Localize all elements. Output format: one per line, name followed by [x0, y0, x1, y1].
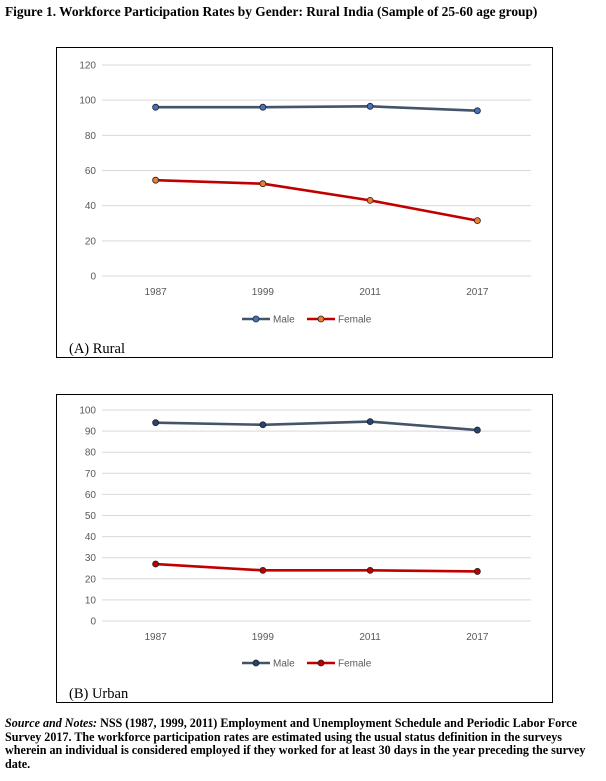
urban-y-tick-label: 10 — [85, 595, 97, 606]
rural-y-tick-label: 60 — [85, 166, 97, 177]
urban-legend-male-marker — [252, 659, 260, 667]
urban-y-tick-label: 0 — [90, 617, 96, 628]
rural-male-point — [366, 102, 374, 110]
rural-female-point — [259, 180, 267, 188]
rural-x-tick-label: 1987 — [145, 287, 168, 298]
rural-female-point — [473, 217, 481, 225]
notes-text: NSS (1987, 1999, 2011) Employment and Un… — [5, 716, 586, 771]
urban-male-point — [152, 419, 160, 427]
urban-y-tick-label: 30 — [85, 553, 97, 564]
rural-female-point — [366, 196, 374, 204]
notes-lead: Source and Notes: — [5, 716, 98, 730]
urban-y-tick-label: 50 — [85, 511, 97, 522]
rural-x-tick-label: 2017 — [466, 287, 489, 298]
rural-male-point — [473, 107, 481, 115]
urban-x-tick-label: 1999 — [252, 632, 275, 643]
rural-male-point — [152, 103, 160, 111]
urban-female-line — [155, 562, 478, 573]
rural-x-tick-label: 2011 — [359, 287, 381, 298]
rural-y-tick-label: 40 — [85, 201, 97, 212]
rural-legend-male-label: Male — [273, 315, 295, 326]
urban-male-point — [473, 426, 481, 434]
urban-y-tick-label: 40 — [85, 532, 97, 543]
urban-female-point — [473, 568, 481, 575]
figure-title: Figure 1. Workforce Participation Rates … — [5, 4, 538, 19]
urban-legend-male-label: Male — [273, 659, 295, 670]
rural-panel-label: (A) Rural — [69, 341, 125, 357]
urban-female-point — [152, 560, 160, 568]
urban-y-tick-label: 70 — [85, 469, 97, 480]
rural-female-point — [152, 176, 160, 184]
urban-male-point — [259, 421, 267, 429]
rural-male-line — [155, 105, 478, 113]
rural-chart-panel: 0 20 40 60 80 100 120 1987 1999 2011 2017 Male Femal… — [56, 47, 553, 358]
rural-legend-female-marker — [317, 315, 325, 323]
urban-y-tick-label: 90 — [85, 427, 97, 438]
rural-y-tick-label: 120 — [79, 61, 96, 72]
urban-x-tick-label: 1987 — [145, 632, 168, 643]
urban-panel-label: (B) Urban — [69, 686, 129, 702]
rural-legend-male-marker — [252, 315, 260, 323]
rural-y-tick-label: 100 — [79, 96, 96, 107]
urban-male-point — [366, 418, 374, 426]
urban-legend-female-label: Female — [338, 659, 372, 670]
rural-y-tick-label: 0 — [90, 272, 96, 283]
urban-male-line — [155, 420, 478, 432]
urban-chart-panel: 0 10 20 30 40 50 60 70 80 90 100 1987 1999 2011 2017 Ma… — [56, 394, 553, 703]
rural-y-tick-label: 20 — [85, 236, 97, 247]
urban-y-tick-label: 80 — [85, 448, 97, 459]
urban-y-tick-label: 60 — [85, 490, 97, 501]
rural-male-point — [259, 103, 267, 111]
urban-x-tick-label: 2011 — [359, 632, 381, 643]
rural-female-line — [155, 178, 478, 222]
rural-legend-female-label: Female — [338, 315, 372, 326]
urban-x-tick-label: 2017 — [466, 632, 489, 643]
source-notes: Source and Notes: NSS (1987, 1999, 2011)… — [5, 716, 603, 771]
urban-female-point — [366, 566, 374, 574]
urban-chart: 0 10 20 30 40 50 60 70 80 90 100 1987 1999 2011 2017 Ma… — [79, 406, 531, 670]
rural-x-tick-label: 1999 — [252, 287, 275, 298]
urban-y-tick-label: 20 — [85, 574, 97, 585]
urban-y-tick-label: 100 — [79, 406, 96, 417]
urban-female-point — [259, 566, 267, 574]
urban-legend-female-marker — [317, 659, 325, 667]
rural-chart: 0 20 40 60 80 100 120 1987 1999 2011 2017 Male Femal… — [79, 61, 531, 326]
rural-y-tick-label: 80 — [85, 131, 97, 142]
